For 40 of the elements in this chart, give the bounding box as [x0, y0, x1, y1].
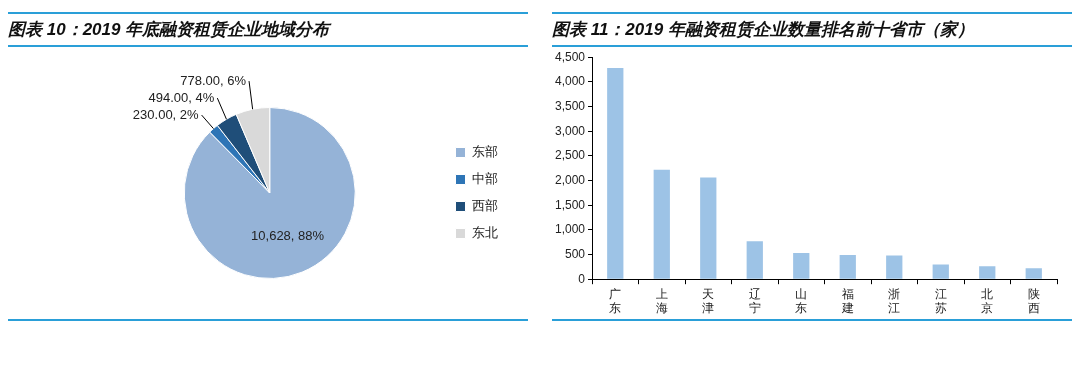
y-tick-label: 3,000: [555, 123, 586, 138]
x-tick-label: 福建: [840, 286, 854, 316]
chart-title: 图表 11：2019 年融资租赁企业数量排名前十省市（家）: [552, 12, 1072, 47]
data-label: 494.00, 4%: [148, 89, 215, 105]
x-tick-label: 北京: [981, 286, 994, 316]
bar: [746, 241, 763, 279]
y-tick-label: 4,000: [555, 74, 586, 89]
chart-title: 图表 10：2019 年底融资租赁企业地域分布: [8, 12, 528, 47]
bar: [607, 68, 624, 279]
x-tick-label: 山东: [795, 286, 808, 316]
y-tick-label: 1,000: [555, 222, 586, 237]
data-label: 10,628, 88%: [251, 228, 325, 244]
y-tick-label: 3,500: [555, 98, 586, 113]
bar: [839, 255, 856, 279]
bar: [1025, 268, 1042, 279]
bar: [932, 264, 949, 279]
x-tick-label: 辽宁: [748, 286, 761, 316]
legend-label: 西部: [472, 198, 498, 214]
bar: [700, 177, 717, 279]
legend-label: 东部: [472, 144, 498, 160]
bar: [793, 253, 810, 279]
x-tick-label: 上海: [655, 286, 668, 316]
y-tick-label: 1,500: [555, 197, 586, 212]
x-tick-label: 天津: [702, 286, 715, 316]
x-tick-label: 江苏: [934, 286, 947, 316]
legend-label: 东北: [472, 225, 498, 241]
bar: [886, 255, 903, 279]
bar: [979, 266, 996, 279]
legend-label: 中部: [472, 171, 498, 187]
y-tick-label: 4,500: [555, 49, 586, 64]
y-tick-label: 2,500: [555, 148, 586, 163]
y-tick-label: 0: [578, 271, 586, 286]
y-tick-label: 2,000: [555, 172, 586, 187]
x-tick-label: 浙江: [888, 286, 901, 316]
y-tick-label: 500: [565, 246, 586, 261]
data-label: 778.00, 6%: [180, 72, 247, 88]
x-tick-label: 陕西: [1027, 286, 1040, 316]
x-tick-label: 广东: [609, 286, 622, 316]
data-label: 230.00, 2%: [132, 106, 200, 122]
bar: [653, 169, 670, 279]
